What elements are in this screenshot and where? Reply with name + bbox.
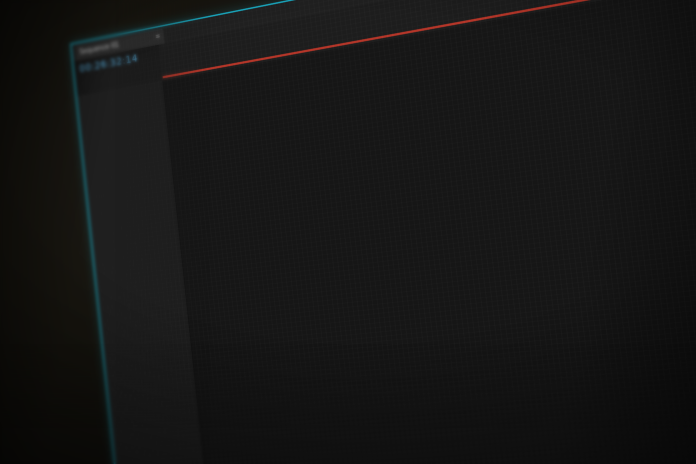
timeline-panel: Sequence 01 ≡ 00:26:32:14 [70,0,696,464]
panel-menu-icon[interactable]: ≡ [155,32,161,41]
track-lane-area[interactable] [163,0,696,464]
